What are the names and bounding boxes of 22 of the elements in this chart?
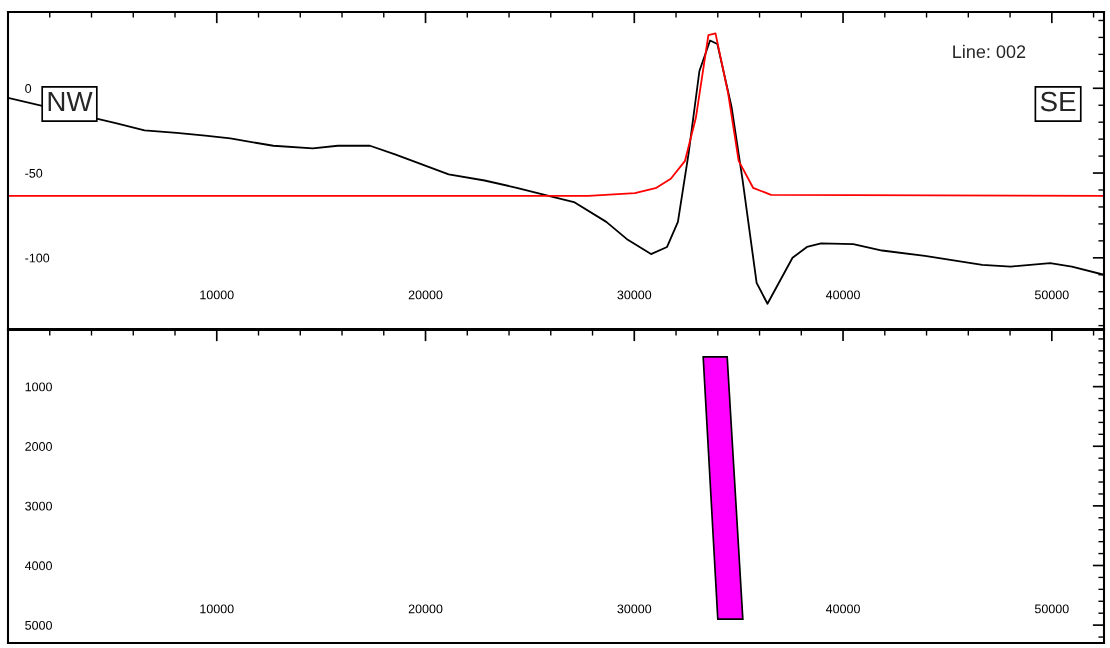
x-tick-label: 30000 (617, 604, 652, 614)
y-tick-label: 4000 (24, 561, 52, 571)
y-tick-label: -100 (25, 253, 50, 263)
x-tick-label: 10000 (200, 290, 234, 300)
x-tick-label: 40000 (825, 604, 860, 614)
y-tick-label: 0 (25, 84, 32, 93)
annotation: SE (1040, 91, 1076, 112)
x-tick-label: 20000 (408, 604, 443, 614)
y-tick-label: 2000 (25, 442, 52, 451)
y-tick-label: 3000 (25, 501, 52, 511)
line-series (8, 32, 1104, 197)
y-tick-label: -50 (25, 168, 43, 178)
y-tick-label: 1000 (25, 382, 52, 392)
x-tick-label: 30000 (617, 290, 652, 300)
x-tick-label: 50000 (1034, 290, 1069, 300)
x-tick-label: 20000 (408, 290, 443, 300)
annotation: Line: 002 (953, 44, 1026, 59)
x-tick-label: 10000 (200, 604, 234, 614)
x-tick-label: 50000 (1034, 604, 1069, 614)
x-tick-label: 40000 (825, 290, 860, 300)
y-tick-label: 5000 (25, 620, 52, 630)
annotation: NW (48, 92, 93, 112)
